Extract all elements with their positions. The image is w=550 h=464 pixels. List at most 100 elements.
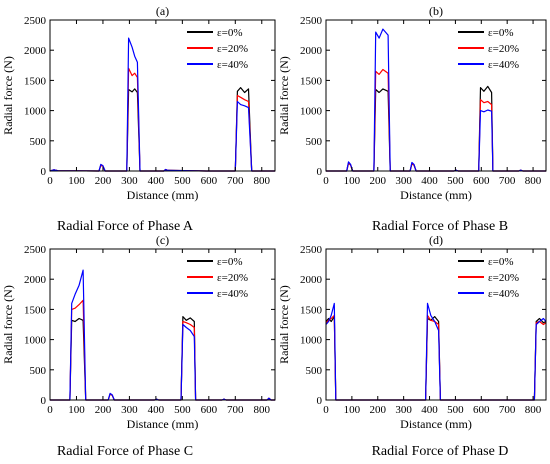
panel-label: (a) [156,4,169,18]
y-tick-label: 1000 [24,106,47,118]
y-tick-label: 1500 [300,75,323,87]
x-tick-label: 400 [421,404,438,416]
y-tick-label: 2000 [300,45,323,57]
x-tick-label: 400 [148,175,165,187]
x-axis-label: Distance (mm) [400,417,472,431]
y-tick-label: 2000 [300,274,323,286]
y-tick-label: 2500 [300,15,323,27]
series-line-1 [326,68,546,172]
x-tick-label: 100 [68,404,85,416]
series-line-0 [326,85,546,172]
plot-frame [49,248,276,401]
chart-panel-a: 0 100 200 300 400 500 600 700 800 0 500 1000 1500 200… [1,4,276,202]
x-tick-label: 200 [370,175,387,187]
legend-entry: ε=20% [217,272,248,284]
legend-entry: ε=20% [488,43,519,55]
y-tick-label: 1000 [300,335,323,347]
legend-entry: ε=20% [488,272,519,284]
y-axis-label: Radial force (N) [1,56,15,135]
panel-caption: Radial Force of Phase C [57,444,193,459]
x-tick-label: 200 [370,404,387,416]
y-axis-label: Radial force (N) [277,56,291,135]
plot-frame [49,19,276,172]
x-tick-label: 500 [447,404,464,416]
x-tick-label: 700 [227,404,244,416]
x-axis-label: Distance (mm) [127,417,199,431]
y-tick-label: 1500 [300,304,323,316]
series-line-0 [325,316,547,401]
chart-panel-c: 0 100 200 300 400 500 600 700 800 0 500 1000 1500 200… [1,233,276,431]
y-tick-label: 2500 [24,244,47,256]
x-tick-label: 0 [323,175,329,187]
panel-caption: Radial Force of Phase D [372,444,509,459]
y-tick-label: 0 [41,395,47,407]
y-tick-label: 500 [306,136,323,148]
x-tick-label: 500 [174,175,191,187]
legend-entry: ε=40% [488,288,519,300]
x-tick-label: 500 [447,175,464,187]
x-axis-label: Distance (mm) [127,188,199,202]
y-tick-label: 2500 [24,15,47,27]
x-tick-label: 600 [473,175,490,187]
y-axis-label: Radial force (N) [1,285,15,364]
x-tick-label: 200 [95,404,112,416]
y-tick-label: 500 [30,136,47,148]
x-tick-label: 100 [68,175,85,187]
x-tick-label: 600 [473,404,490,416]
y-tick-label: 0 [41,166,47,178]
chart-panel-d: 0 100 200 300 400 500 600 700 800 0 500 1000 1500 200… [277,233,547,431]
legend-entry: ε=20% [217,43,248,55]
y-tick-label: 0 [317,166,323,178]
y-tick-label: 1000 [24,335,47,347]
y-tick-label: 500 [30,365,47,377]
x-tick-label: 800 [254,175,271,187]
x-tick-label: 400 [421,175,438,187]
x-tick-label: 400 [148,404,165,416]
panel-caption: Radial Force of Phase B [372,219,508,234]
y-tick-label: 1000 [300,106,323,118]
legend-entry: ε=0% [488,27,514,39]
x-tick-label: 300 [121,175,138,187]
legend-entry: ε=40% [217,59,248,71]
y-tick-label: 1500 [24,304,47,316]
y-tick-label: 2000 [24,274,47,286]
x-tick-label: 600 [201,404,218,416]
panel-label: (c) [156,233,169,247]
y-tick-label: 2500 [300,244,323,256]
plot-frame [325,19,547,172]
x-tick-label: 300 [121,404,138,416]
plot-frame [325,248,547,401]
legend-entry: ε=0% [217,27,243,39]
x-tick-label: 700 [499,175,516,187]
x-tick-label: 0 [47,175,53,187]
legend-entry: ε=40% [217,288,248,300]
panel-caption: Radial Force of Phase A [57,219,194,234]
legend-entry: ε=0% [488,256,514,268]
y-tick-label: 500 [306,365,323,377]
series-line-0 [49,86,275,172]
y-axis-label: Radial force (N) [277,285,291,364]
x-tick-label: 300 [395,404,412,416]
x-tick-label: 700 [227,175,244,187]
legend-entry: ε=40% [488,59,519,71]
x-axis-label: Distance (mm) [400,188,472,202]
y-tick-label: 2000 [24,45,47,57]
panel-label: (d) [429,233,443,247]
chart-panel-b: 0 100 200 300 400 500 600 700 800 0 500 1000 1500 200… [277,4,547,202]
series-line-1 [325,314,547,401]
x-tick-label: 800 [254,404,271,416]
y-tick-label: 0 [317,395,323,407]
x-tick-label: 600 [201,175,218,187]
x-tick-label: 0 [323,404,329,416]
x-tick-label: 100 [344,404,361,416]
x-tick-label: 800 [525,404,542,416]
x-tick-label: 100 [344,175,361,187]
series-line-2 [325,302,547,401]
x-tick-label: 0 [47,404,53,416]
legend-entry: ε=0% [217,256,243,268]
x-tick-label: 500 [174,404,191,416]
x-tick-label: 200 [95,175,112,187]
series-line-1 [49,67,275,172]
x-tick-label: 800 [525,175,542,187]
